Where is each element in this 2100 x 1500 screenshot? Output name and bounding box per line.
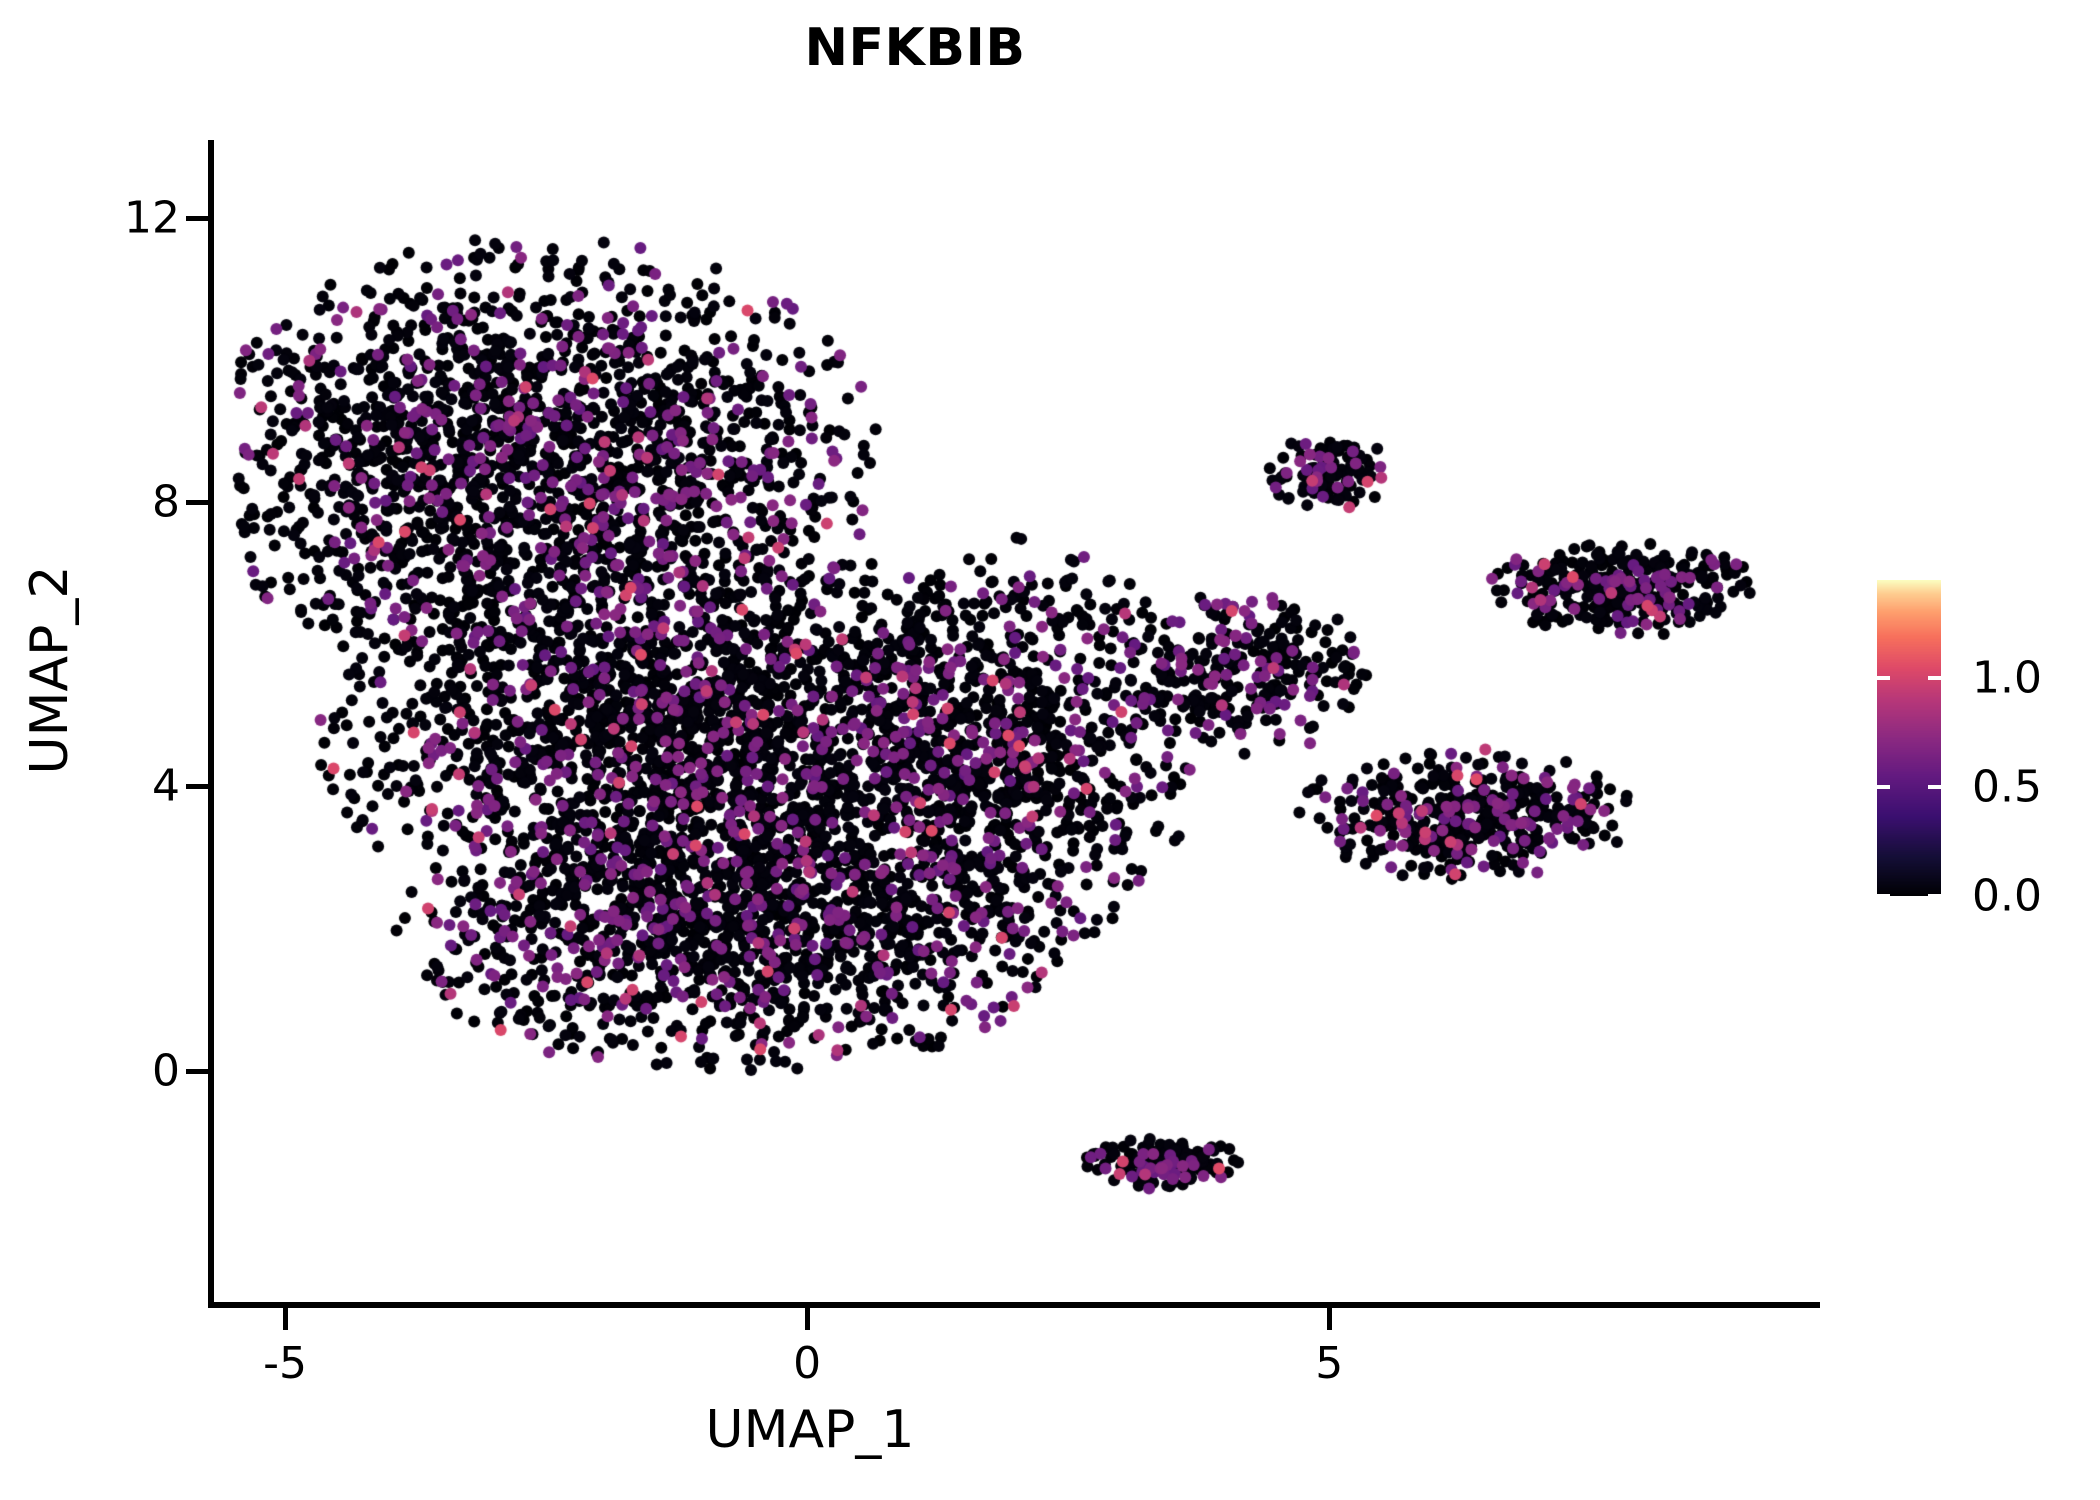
colorbar-tick-mark	[1877, 894, 1890, 898]
x-axis-label: UMAP_1	[705, 1400, 915, 1460]
x-tick-label: -5	[263, 1338, 308, 1389]
colorbar-tick-mark	[1877, 676, 1890, 681]
y-tick-mark	[186, 500, 208, 506]
x-tick-label: 5	[1315, 1338, 1344, 1389]
x-tick-mark	[1327, 1308, 1333, 1330]
scatter-plot-canvas	[212, 140, 1820, 1305]
colorbar-gradient	[1877, 580, 1941, 896]
colorbar-tick-mark	[1928, 785, 1941, 790]
page-title: NFKBIB	[804, 18, 1026, 78]
y-tick-label: 0	[152, 1045, 180, 1097]
colorbar	[1877, 580, 1941, 896]
y-tick-mark	[186, 784, 208, 790]
y-axis-spine	[208, 140, 214, 1308]
y-tick-label: 4	[152, 760, 180, 812]
x-tick-mark	[805, 1308, 811, 1330]
y-axis-label: UMAP_2	[20, 565, 80, 775]
colorbar-tick-mark	[1928, 894, 1941, 898]
colorbar-tick-label: 1.0	[1972, 652, 2042, 704]
y-tick-label: 8	[152, 476, 180, 528]
x-axis-spine	[208, 1302, 1820, 1308]
x-tick-mark	[283, 1308, 289, 1330]
colorbar-tick-mark	[1877, 785, 1890, 790]
colorbar-tick-label: 0.5	[1972, 761, 2042, 813]
y-tick-mark	[186, 1068, 208, 1074]
y-tick-label: 12	[124, 192, 180, 244]
x-tick-label: 0	[793, 1338, 822, 1389]
colorbar-tick-label: 0.0	[1972, 870, 2042, 922]
y-tick-mark	[186, 216, 208, 222]
colorbar-tick-mark	[1928, 676, 1941, 681]
